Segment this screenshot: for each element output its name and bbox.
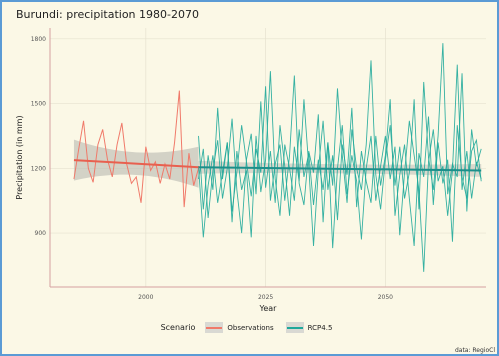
rcp45-line-3 bbox=[198, 64, 482, 272]
axes: 900 1200 1500 1800 2000 2025 2050 bbox=[31, 28, 486, 301]
legend-label-observations: Observations bbox=[227, 323, 274, 332]
rcp45-line-1 bbox=[198, 43, 482, 223]
legend-title: Scenario bbox=[160, 323, 196, 332]
legend-item-observations: Observations bbox=[205, 322, 274, 333]
x-tick-label: 2025 bbox=[258, 294, 273, 301]
legend-label-rcp45: RCP4.5 bbox=[307, 323, 333, 332]
y-tick-label: 1200 bbox=[31, 165, 46, 172]
x-axis-title: Year bbox=[259, 304, 278, 313]
legend-key-rcp45 bbox=[285, 322, 304, 333]
y-axis-title: Precipitation (in mm) bbox=[15, 115, 24, 199]
x-tick-label: 2000 bbox=[138, 294, 153, 301]
chart-title: Burundi: precipitation 1980-2070 bbox=[16, 8, 199, 21]
rcp45-trend-line bbox=[198, 166, 482, 172]
y-tick-label: 1800 bbox=[31, 36, 46, 43]
caption: data: RegioCl bbox=[454, 347, 495, 354]
y-tick-label: 900 bbox=[35, 230, 47, 237]
trend-lines bbox=[73, 159, 482, 172]
legend-item-rcp45: RCP4.5 bbox=[285, 322, 333, 333]
legend-key-observations bbox=[205, 322, 224, 333]
y-tick-label: 1500 bbox=[31, 101, 46, 108]
observations-line bbox=[73, 90, 200, 208]
series-lines bbox=[73, 43, 482, 272]
observations-trend-line bbox=[73, 159, 199, 169]
legend: Scenario Observations RCP4.5 bbox=[2, 322, 497, 333]
x-tick-label: 2050 bbox=[378, 294, 393, 301]
